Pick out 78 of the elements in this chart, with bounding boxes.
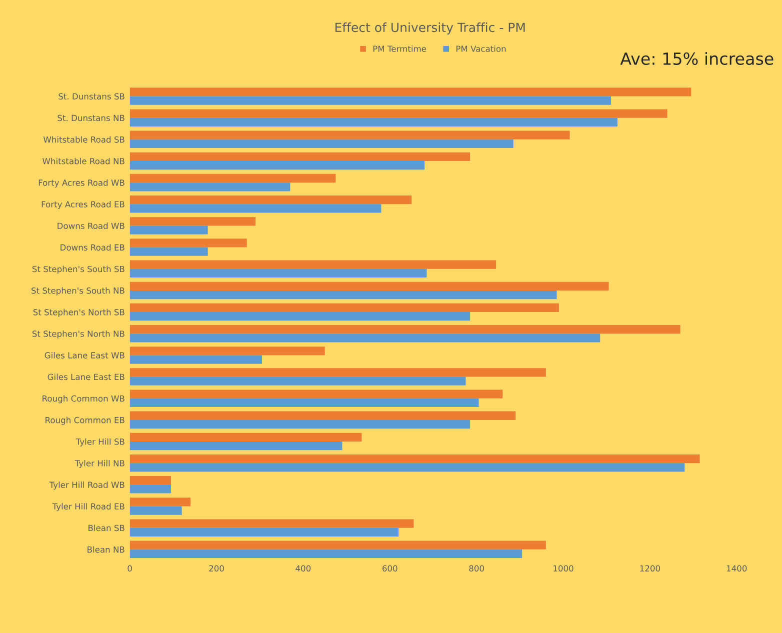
- x-tick-label: 800: [469, 565, 484, 572]
- bar: [130, 411, 516, 420]
- bar: [130, 217, 256, 226]
- bar: [130, 528, 399, 536]
- bar: [130, 355, 262, 364]
- bar: [130, 463, 685, 472]
- bar: [130, 226, 208, 234]
- legend-label: PM Vacation: [456, 45, 506, 52]
- y-tick-label: Giles Lane East EB: [48, 374, 124, 380]
- x-tick-label: 1400: [726, 565, 747, 572]
- bar: [130, 368, 546, 377]
- bar: [130, 96, 611, 105]
- bar: [130, 290, 557, 300]
- bar: [130, 88, 692, 96]
- bar: [130, 506, 182, 515]
- bar: [130, 519, 414, 528]
- y-tick-label: Tyler Hill Road WB: [49, 482, 124, 490]
- bar: [130, 346, 325, 356]
- y-tick-label: St. Dunstans SB: [58, 93, 124, 100]
- bar: [130, 160, 425, 170]
- x-tick-label: 1200: [640, 565, 660, 572]
- bar: [130, 312, 470, 321]
- bar: [130, 152, 470, 161]
- bar: [130, 390, 503, 398]
- y-tick-label: St Stephen's North NB: [32, 330, 124, 339]
- bar: [130, 498, 190, 506]
- bar: [130, 398, 479, 407]
- bar: [130, 238, 247, 248]
- bar: [130, 268, 427, 278]
- bar: [130, 204, 382, 213]
- y-tick-label: Whitstable Road NB: [42, 158, 124, 164]
- y-tick-label: Tyler Hill Road EB: [52, 503, 124, 512]
- bar: [130, 303, 559, 312]
- bar: [130, 432, 362, 442]
- bar: [130, 196, 412, 204]
- y-tick-label: Tyler Hill NB: [74, 460, 124, 468]
- y-tick-label: St Stephen's South NB: [32, 287, 124, 296]
- y-tick-label: Blean SB: [88, 524, 124, 532]
- x-tick-label: 1000: [554, 565, 574, 572]
- y-tick-label: Blean NB: [88, 546, 124, 553]
- bar: [130, 540, 546, 550]
- chart-title: Effect of University Traffic - PM: [335, 22, 525, 35]
- x-tick-label: 200: [209, 565, 224, 572]
- x-tick-label: 600: [382, 565, 398, 572]
- bar: [130, 442, 342, 450]
- y-tick-label: Tyler Hill SB: [76, 438, 124, 446]
- legend-label: PM Termtime: [373, 45, 426, 52]
- bar: [130, 420, 470, 429]
- bar: [130, 182, 290, 192]
- y-tick-label: St Stephen's North SB: [33, 308, 124, 317]
- bar: [130, 454, 700, 464]
- bar: [130, 247, 208, 256]
- y-tick-label: Forty Acres Road EB: [42, 200, 124, 210]
- bar: [130, 324, 680, 334]
- bar: [130, 174, 336, 183]
- bar: [130, 260, 496, 269]
- bar: [130, 282, 609, 290]
- y-tick-label: Rough Common WB: [42, 395, 124, 404]
- y-tick-label: Downs Road EB: [60, 244, 124, 251]
- text: Ave: 15% increase: [620, 52, 774, 65]
- bar: [130, 484, 171, 494]
- bar: [130, 139, 514, 148]
- bar: [130, 130, 570, 140]
- x-tick-label: 400: [296, 565, 311, 572]
- bar: [130, 109, 668, 118]
- bar: [130, 118, 618, 126]
- y-tick-label: Downs Road WB: [58, 222, 124, 230]
- bar: [130, 549, 522, 558]
- bar: [130, 476, 171, 485]
- y-tick-label: Rough Common EB: [46, 416, 124, 425]
- bar: [130, 334, 600, 342]
- y-tick-label: Giles Lane East WB: [44, 352, 124, 358]
- bar: [130, 376, 466, 386]
- x-tick-label: 0: [128, 565, 132, 572]
- y-tick-label: St. Dunstans NB: [58, 114, 124, 122]
- y-tick-label: Forty Acres Road WB: [38, 179, 124, 188]
- y-tick-label: Whitstable Road SB: [43, 136, 124, 143]
- y-tick-label: St Stephen's South SB: [32, 266, 124, 274]
